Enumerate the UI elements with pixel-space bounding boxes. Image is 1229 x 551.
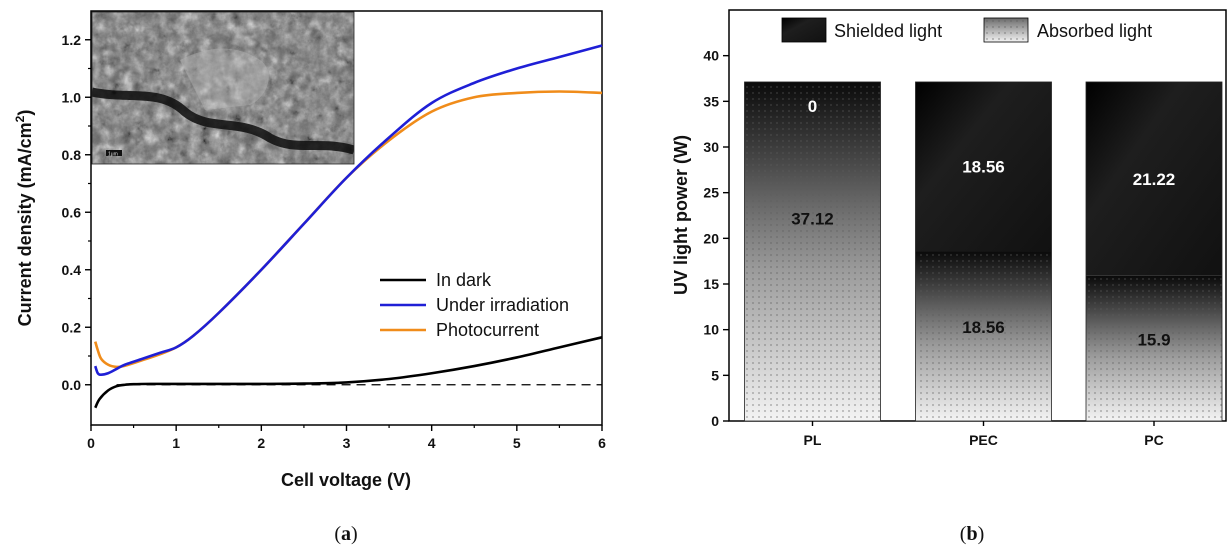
panel-a-y-axis-title-main: Current density (mA/cm	[15, 122, 35, 326]
panel-b-caption-close: )	[978, 523, 985, 545]
x-tick-label: 6	[598, 435, 606, 451]
panel-b-y-axis-title: UV light power (W)	[671, 135, 691, 295]
legend-shielded-light: Shielded light	[834, 21, 942, 41]
panel-b-stacked-bar-chart: 37.12 0 18.56 18.56 15.9 21.22 PL PEC PC 0 5 10 15 2…	[671, 9, 1227, 545]
category-label-pec: PEC	[969, 432, 998, 448]
panel-b-legend: Shielded light Absorbed light	[781, 17, 1152, 43]
x-tick-label: 2	[257, 435, 265, 451]
bar-shielded-pc	[1086, 81, 1222, 276]
y-tick-label: 0.8	[62, 147, 82, 163]
legend-swatch-absorbed-light-dots	[984, 18, 1028, 42]
y-tick-label: 0	[711, 413, 719, 429]
series-line-under-irradiation	[94, 44, 603, 376]
panel-b-caption: (b)	[960, 523, 984, 545]
data-label-shielded-pec: 18.56	[962, 158, 1005, 177]
legend-under-irradiation: Under irradiation	[436, 295, 569, 315]
y-tick-label: 0.2	[62, 319, 82, 335]
data-label-absorbed-pec: 18.56	[962, 318, 1005, 337]
y-tick-label: 0.0	[62, 377, 82, 393]
panel-b-caption-letter: b	[966, 523, 977, 545]
panel-a-y-axis-title-close: )	[15, 110, 35, 116]
y-tick-label: 15	[703, 276, 719, 292]
data-label-shielded-pl: 0	[808, 97, 817, 116]
bar-absorbed-dots-pc	[1086, 275, 1222, 421]
legend-in-dark: In dark	[436, 270, 492, 290]
panel-a-y-axis-title-sup: 2	[13, 115, 27, 122]
series-line-in-dark	[94, 336, 603, 409]
panel-a-y-axis-title: Current density (mA/cm2)	[13, 110, 35, 327]
x-tick-label: 3	[343, 435, 351, 451]
y-tick-label: 0.4	[62, 262, 82, 278]
x-tick-label: 1	[172, 435, 180, 451]
legend-absorbed-light: Absorbed light	[1037, 21, 1152, 41]
y-tick-label: 25	[703, 185, 719, 201]
bar-absorbed-dots-pl	[744, 81, 881, 421]
category-label-pl: PL	[804, 432, 822, 448]
category-label-pc: PC	[1144, 432, 1163, 448]
y-tick-label: 0.6	[62, 204, 82, 220]
panel-a-x-axis-title: Cell voltage (V)	[281, 470, 411, 490]
x-tick-label: 5	[513, 435, 521, 451]
y-tick-label: 1.2	[62, 32, 82, 48]
data-label-absorbed-pc: 15.9	[1137, 330, 1170, 349]
bar-absorbed-dots-pec	[915, 251, 1052, 421]
inset-sem-image: 1μm	[92, 12, 354, 164]
panel-a-legend: In dark Under irradiation Photocurrent	[380, 270, 569, 340]
legend-photocurrent: Photocurrent	[436, 320, 539, 340]
panel-a-caption-letter: a	[341, 523, 351, 545]
inset-scale-label: 1μm	[108, 152, 118, 158]
y-tick-label: 30	[703, 139, 719, 155]
x-tick-label: 0	[87, 435, 95, 451]
panel-a-caption: (a)	[334, 523, 357, 545]
panel-a-line-chart: 1μm 0 1 2 3 4 5 6 0.0 0.2 0.4 0.6 0.8 1.0 1.2 In dark…	[13, 10, 606, 545]
panel-a-caption-open: (	[334, 523, 341, 545]
x-tick-label: 4	[428, 435, 436, 451]
data-label-shielded-pc: 21.22	[1133, 170, 1176, 189]
legend-swatch-shielded-light	[781, 17, 827, 43]
y-tick-label: 5	[711, 367, 719, 383]
bar-shielded-pec	[915, 81, 1052, 252]
y-tick-label: 40	[703, 48, 719, 64]
data-label-absorbed-pl: 37.12	[791, 210, 834, 229]
y-tick-label: 1.0	[62, 89, 82, 105]
panel-a-caption-close: )	[351, 523, 358, 545]
panel-b-caption-open: (	[960, 523, 967, 545]
y-tick-label: 10	[703, 322, 719, 338]
y-tick-label: 35	[703, 93, 719, 109]
y-tick-label: 20	[703, 230, 719, 246]
